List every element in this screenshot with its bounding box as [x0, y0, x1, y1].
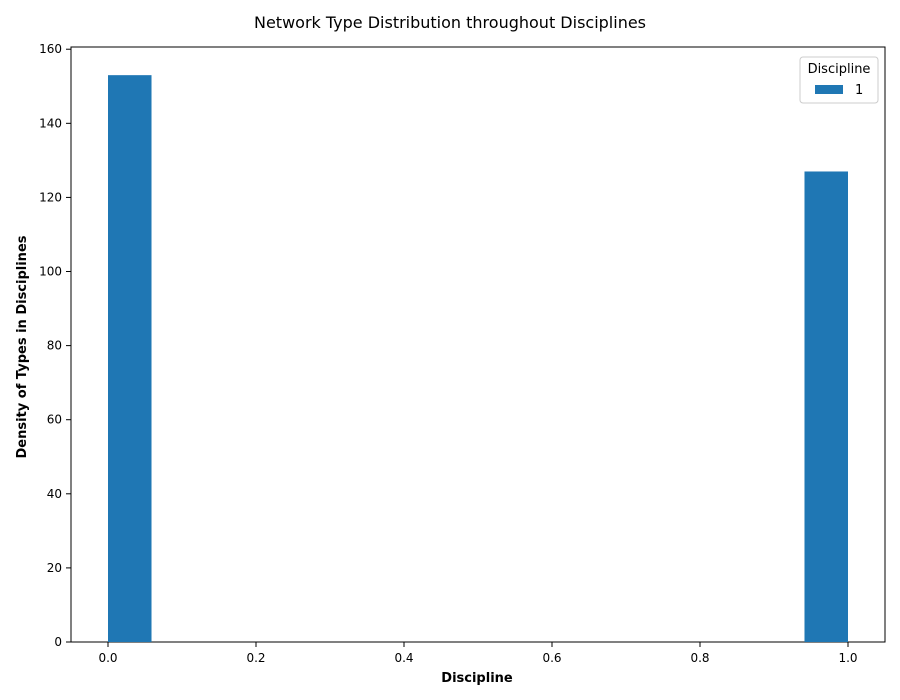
axes-frame: [70, 46, 886, 643]
y-tick-label-1: 20: [47, 561, 62, 575]
legend-swatch: [815, 85, 843, 94]
histogram-bar-1: [804, 171, 848, 642]
x-axis-label: Discipline: [441, 671, 513, 686]
bars-group: [108, 75, 848, 642]
legend: Discipline 1: [799, 56, 879, 104]
y-tick-label-2: 40: [47, 487, 62, 501]
y-axis-ticks: 0 20 40 60 80 100 120 140 160: [39, 42, 71, 649]
histogram-bar-0: [108, 75, 152, 642]
x-tick-label-2: 0.4: [394, 651, 413, 665]
plot-area: [70, 46, 886, 643]
x-axis-ticks: 0.0 0.2 0.4 0.6 0.8 1.0: [98, 642, 858, 665]
x-tick-label-5: 1.0: [838, 651, 857, 665]
y-tick-label-3: 60: [47, 413, 62, 427]
y-tick-label-6: 120: [39, 190, 62, 204]
x-tick-label-1: 0.2: [246, 651, 265, 665]
y-axis-label: Density of Types in Disciplines: [15, 235, 30, 458]
legend-title: Discipline: [808, 62, 871, 77]
chart-title: Network Type Distribution throughout Dis…: [254, 13, 646, 32]
legend-entry-label: 1: [855, 83, 863, 98]
y-tick-label-4: 80: [47, 339, 62, 353]
y-tick-label-5: 100: [39, 265, 62, 279]
x-tick-label-4: 0.8: [690, 651, 709, 665]
x-tick-label-0: 0.0: [98, 651, 117, 665]
y-tick-label-8: 160: [39, 42, 62, 56]
y-tick-label-0: 0: [54, 635, 62, 649]
x-tick-label-3: 0.6: [542, 651, 561, 665]
y-tick-label-7: 140: [39, 116, 62, 130]
